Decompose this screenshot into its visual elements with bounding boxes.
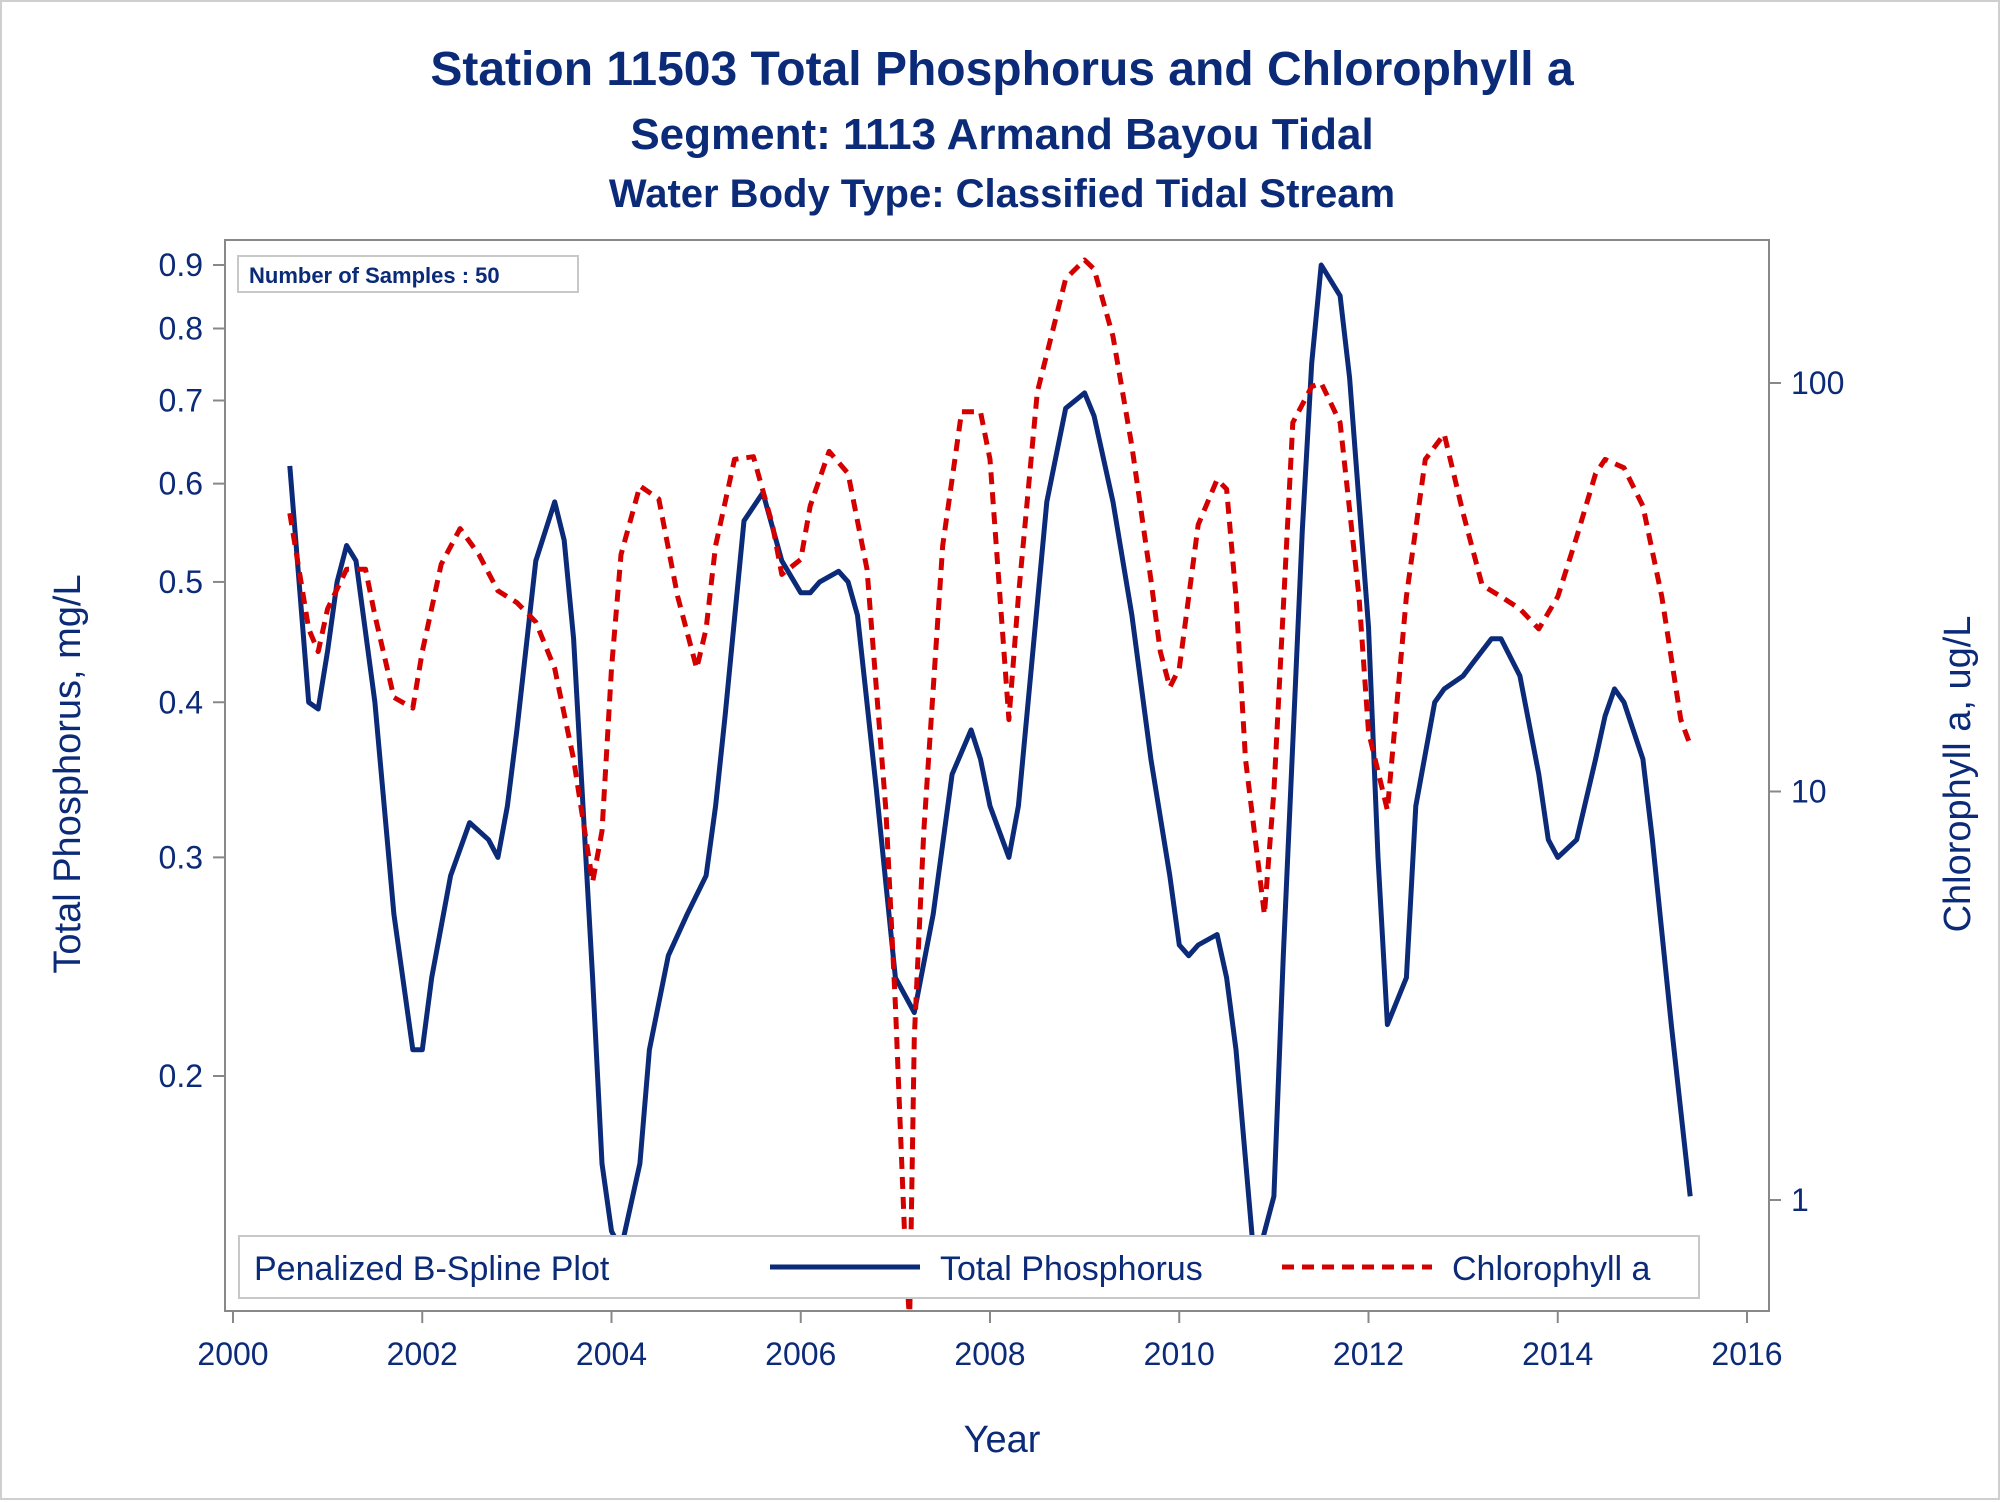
x-tick-label: 2004 [576, 1336, 647, 1372]
x-axis: 2000 2002 2004 2006 2008 2010 2012 2014 2016 [197, 1311, 1783, 1372]
legend-label-total-phosphorus: Total Phosphorus [940, 1250, 1203, 1288]
y-tick-label: 0.7 [159, 383, 203, 419]
y-tick-label: 0.9 [159, 247, 203, 283]
x-tick-label: 2016 [1711, 1336, 1782, 1372]
y-tick-label: 0.3 [159, 839, 203, 875]
y-axis-right: 1 10 100 [1769, 365, 1844, 1218]
x-tick-label: 2012 [1333, 1336, 1404, 1372]
chart-title: Station 11503 Total Phosphorus and Chlor… [430, 43, 1574, 96]
x-tick-label: 2000 [197, 1336, 268, 1372]
plot-area [224, 239, 1770, 1312]
y-tick-label: 0.4 [159, 684, 203, 720]
series-line-total-phosphorus [287, 262, 1693, 1271]
x-axis-label: Year [964, 1419, 1041, 1461]
x-tick-label: 2006 [765, 1336, 836, 1372]
x-tick-label: 2002 [387, 1336, 458, 1372]
y-tick-label: 0.2 [159, 1058, 203, 1094]
chart-subtitle: Segment: 1113 Armand Bayou Tidal [630, 110, 1373, 159]
y2-axis-label: Chlorophyll a, ug/L [1937, 616, 1979, 933]
y-tick-label: 0.8 [159, 311, 203, 347]
legend-title: Penalized B-Spline Plot [254, 1250, 610, 1288]
x-tick-label: 2008 [954, 1336, 1025, 1372]
y-axis-left: 0.2 0.3 0.4 0.5 0.6 0.7 0.8 0.9 [159, 247, 225, 1094]
x-tick-label: 2014 [1522, 1336, 1593, 1372]
y-tick-label: 0.6 [159, 466, 203, 502]
y-axis-label: Total Phosphorus, mg/L [47, 574, 89, 973]
y2-tick-label: 1 [1791, 1182, 1809, 1218]
sample-count-text: Number of Samples : 50 [249, 263, 500, 288]
sample-count-box: Number of Samples : 50 [237, 255, 579, 293]
chart-subtitle-2: Water Body Type: Classified Tidal Stream [609, 172, 1395, 216]
y2-tick-label: 100 [1791, 365, 1844, 401]
y2-tick-label: 10 [1791, 774, 1827, 810]
y-tick-label: 0.5 [159, 564, 203, 600]
series-line-chlorophyll [287, 257, 1693, 1310]
legend: Penalized B-Spline Plot Total Phosphorus… [238, 1235, 1700, 1299]
legend-label-chlorophyll: Chlorophyll a [1452, 1250, 1651, 1288]
x-tick-label: 2010 [1144, 1336, 1215, 1372]
series-layer [287, 257, 1693, 1310]
